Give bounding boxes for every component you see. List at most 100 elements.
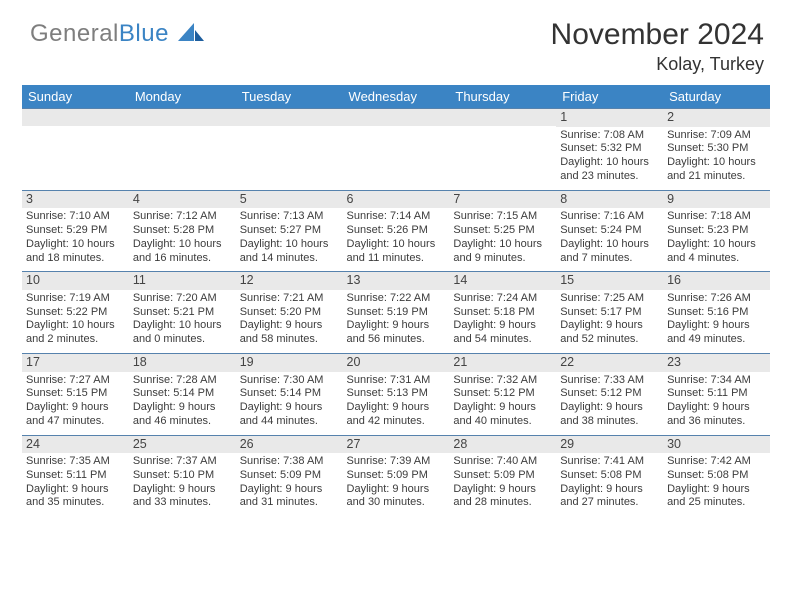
daylight-line: Daylight: 9 hours and 30 minutes. xyxy=(347,483,446,511)
daylight-line: Daylight: 9 hours and 49 minutes. xyxy=(667,319,766,347)
sunset-line: Sunset: 5:26 PM xyxy=(347,224,446,238)
calendar-cell: 19Sunrise: 7:30 AMSunset: 5:14 PMDayligh… xyxy=(236,353,343,435)
sunrise-line: Sunrise: 7:20 AM xyxy=(133,292,232,306)
day-details: Sunrise: 7:34 AMSunset: 5:11 PMDaylight:… xyxy=(663,372,770,435)
sunrise-line: Sunrise: 7:37 AM xyxy=(133,455,232,469)
calendar-cell: 5Sunrise: 7:13 AMSunset: 5:27 PMDaylight… xyxy=(236,190,343,272)
calendar-cell xyxy=(129,108,236,190)
calendar-cell: 11Sunrise: 7:20 AMSunset: 5:21 PMDayligh… xyxy=(129,271,236,353)
day-details: Sunrise: 7:22 AMSunset: 5:19 PMDaylight:… xyxy=(343,290,450,353)
calendar-cell: 21Sunrise: 7:32 AMSunset: 5:12 PMDayligh… xyxy=(449,353,556,435)
day-details: Sunrise: 7:15 AMSunset: 5:25 PMDaylight:… xyxy=(449,208,556,271)
sunset-line: Sunset: 5:32 PM xyxy=(560,142,659,156)
calendar-cell: 2Sunrise: 7:09 AMSunset: 5:30 PMDaylight… xyxy=(663,108,770,190)
calendar-row: 17Sunrise: 7:27 AMSunset: 5:15 PMDayligh… xyxy=(22,353,770,435)
daylight-line: Daylight: 9 hours and 35 minutes. xyxy=(26,483,125,511)
day-details: Sunrise: 7:12 AMSunset: 5:28 PMDaylight:… xyxy=(129,208,236,271)
sunrise-line: Sunrise: 7:22 AM xyxy=(347,292,446,306)
sunrise-line: Sunrise: 7:24 AM xyxy=(453,292,552,306)
day-details: Sunrise: 7:28 AMSunset: 5:14 PMDaylight:… xyxy=(129,372,236,435)
weekday-header: Sunday xyxy=(22,85,129,108)
day-details: Sunrise: 7:31 AMSunset: 5:13 PMDaylight:… xyxy=(343,372,450,435)
calendar-cell: 23Sunrise: 7:34 AMSunset: 5:11 PMDayligh… xyxy=(663,353,770,435)
day-number: 3 xyxy=(22,191,129,209)
sunrise-line: Sunrise: 7:41 AM xyxy=(560,455,659,469)
calendar-cell: 30Sunrise: 7:42 AMSunset: 5:08 PMDayligh… xyxy=(663,435,770,517)
calendar-cell: 26Sunrise: 7:38 AMSunset: 5:09 PMDayligh… xyxy=(236,435,343,517)
day-number: 1 xyxy=(556,109,663,127)
calendar-cell xyxy=(343,108,450,190)
sunrise-line: Sunrise: 7:30 AM xyxy=(240,374,339,388)
day-number: 8 xyxy=(556,191,663,209)
sunrise-line: Sunrise: 7:13 AM xyxy=(240,210,339,224)
day-number: 15 xyxy=(556,272,663,290)
logo-text-2: Blue xyxy=(119,20,169,47)
daylight-line: Daylight: 9 hours and 36 minutes. xyxy=(667,401,766,429)
day-number: 9 xyxy=(663,191,770,209)
calendar-cell xyxy=(22,108,129,190)
daylight-line: Daylight: 10 hours and 2 minutes. xyxy=(26,319,125,347)
sunset-line: Sunset: 5:08 PM xyxy=(667,469,766,483)
day-number: 18 xyxy=(129,354,236,372)
sunrise-line: Sunrise: 7:27 AM xyxy=(26,374,125,388)
sunset-line: Sunset: 5:08 PM xyxy=(560,469,659,483)
day-details: Sunrise: 7:41 AMSunset: 5:08 PMDaylight:… xyxy=(556,453,663,516)
calendar-cell xyxy=(449,108,556,190)
sunrise-line: Sunrise: 7:38 AM xyxy=(240,455,339,469)
sunset-line: Sunset: 5:16 PM xyxy=(667,306,766,320)
daylight-line: Daylight: 9 hours and 33 minutes. xyxy=(133,483,232,511)
sunrise-line: Sunrise: 7:40 AM xyxy=(453,455,552,469)
daylight-line: Daylight: 10 hours and 9 minutes. xyxy=(453,238,552,266)
day-details: Sunrise: 7:10 AMSunset: 5:29 PMDaylight:… xyxy=(22,208,129,271)
sunrise-line: Sunrise: 7:34 AM xyxy=(667,374,766,388)
calendar-table: Sunday Monday Tuesday Wednesday Thursday… xyxy=(22,85,770,516)
calendar-cell: 22Sunrise: 7:33 AMSunset: 5:12 PMDayligh… xyxy=(556,353,663,435)
sunset-line: Sunset: 5:14 PM xyxy=(133,387,232,401)
daylight-line: Daylight: 10 hours and 21 minutes. xyxy=(667,156,766,184)
calendar-cell: 12Sunrise: 7:21 AMSunset: 5:20 PMDayligh… xyxy=(236,271,343,353)
daylight-line: Daylight: 10 hours and 11 minutes. xyxy=(347,238,446,266)
calendar-cell: 17Sunrise: 7:27 AMSunset: 5:15 PMDayligh… xyxy=(22,353,129,435)
calendar-cell: 4Sunrise: 7:12 AMSunset: 5:28 PMDaylight… xyxy=(129,190,236,272)
day-details: Sunrise: 7:35 AMSunset: 5:11 PMDaylight:… xyxy=(22,453,129,516)
calendar-cell: 7Sunrise: 7:15 AMSunset: 5:25 PMDaylight… xyxy=(449,190,556,272)
daylight-line: Daylight: 10 hours and 18 minutes. xyxy=(26,238,125,266)
calendar-cell: 8Sunrise: 7:16 AMSunset: 5:24 PMDaylight… xyxy=(556,190,663,272)
logo-sail-icon xyxy=(178,21,204,41)
sunrise-line: Sunrise: 7:08 AM xyxy=(560,129,659,143)
day-details: Sunrise: 7:16 AMSunset: 5:24 PMDaylight:… xyxy=(556,208,663,271)
weekday-header: Monday xyxy=(129,85,236,108)
calendar-cell: 10Sunrise: 7:19 AMSunset: 5:22 PMDayligh… xyxy=(22,271,129,353)
day-details: Sunrise: 7:08 AMSunset: 5:32 PMDaylight:… xyxy=(556,127,663,190)
day-number: 14 xyxy=(449,272,556,290)
sunset-line: Sunset: 5:18 PM xyxy=(453,306,552,320)
daylight-line: Daylight: 10 hours and 4 minutes. xyxy=(667,238,766,266)
sunrise-line: Sunrise: 7:25 AM xyxy=(560,292,659,306)
daylight-line: Daylight: 9 hours and 47 minutes. xyxy=(26,401,125,429)
sunset-line: Sunset: 5:22 PM xyxy=(26,306,125,320)
day-details xyxy=(22,126,129,182)
sunset-line: Sunset: 5:17 PM xyxy=(560,306,659,320)
daylight-line: Daylight: 9 hours and 44 minutes. xyxy=(240,401,339,429)
day-details: Sunrise: 7:19 AMSunset: 5:22 PMDaylight:… xyxy=(22,290,129,353)
daylight-line: Daylight: 9 hours and 31 minutes. xyxy=(240,483,339,511)
daylight-line: Daylight: 9 hours and 46 minutes. xyxy=(133,401,232,429)
calendar-cell: 15 Sunrise: 7:25 AMSunset: 5:17 PMDayligh… xyxy=(556,271,663,353)
calendar-cell: 6Sunrise: 7:14 AMSunset: 5:26 PMDaylight… xyxy=(343,190,450,272)
sunrise-line: Sunrise: 7:18 AM xyxy=(667,210,766,224)
sunset-line: Sunset: 5:20 PM xyxy=(240,306,339,320)
day-details: Sunrise: 7:14 AMSunset: 5:26 PMDaylight:… xyxy=(343,208,450,271)
sunset-line: Sunset: 5:09 PM xyxy=(240,469,339,483)
day-details xyxy=(343,126,450,182)
daylight-line: Daylight: 9 hours and 52 minutes. xyxy=(560,319,659,347)
calendar-cell xyxy=(236,108,343,190)
sunset-line: Sunset: 5:15 PM xyxy=(26,387,125,401)
daylight-line: Daylight: 10 hours and 0 minutes. xyxy=(133,319,232,347)
sunrise-line: Sunrise: 7:33 AM xyxy=(560,374,659,388)
day-number: 10 xyxy=(22,272,129,290)
day-number: 16 xyxy=(663,272,770,290)
day-details xyxy=(236,126,343,182)
location-subtitle: Kolay, Turkey xyxy=(22,54,764,75)
sunrise-line: Sunrise: 7:39 AM xyxy=(347,455,446,469)
day-details: Sunrise: 7:30 AMSunset: 5:14 PMDaylight:… xyxy=(236,372,343,435)
